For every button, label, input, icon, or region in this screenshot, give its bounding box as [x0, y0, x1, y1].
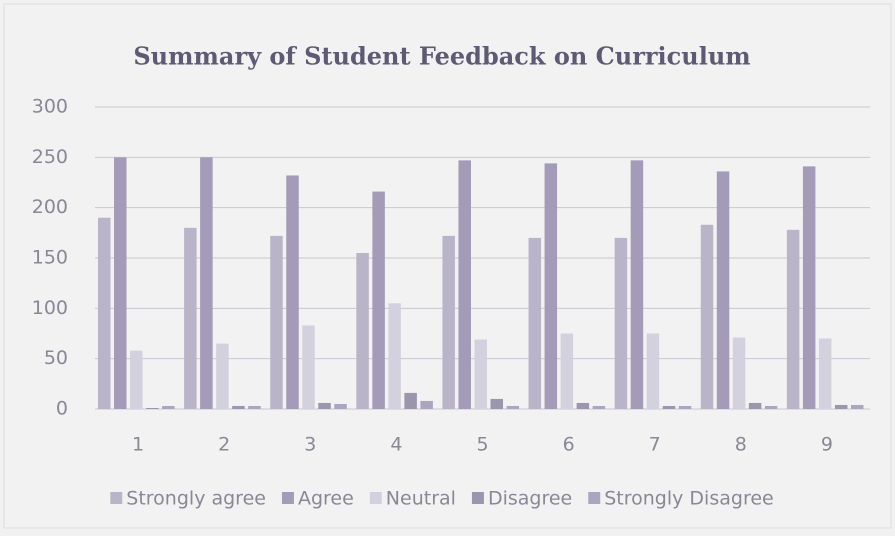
bar — [420, 400, 433, 409]
bar — [576, 402, 590, 409]
legend-label: Strongly Disagree — [604, 488, 773, 510]
bar — [732, 337, 746, 409]
bar — [388, 303, 401, 409]
bar — [802, 166, 816, 409]
bar — [334, 403, 347, 409]
bar — [592, 405, 606, 409]
legend-label: Strongly agree — [126, 488, 266, 510]
bar — [200, 157, 213, 409]
x-tick-label: 2 — [218, 434, 230, 456]
bar — [162, 405, 175, 409]
legend-swatch — [281, 492, 294, 504]
y-tick-label: 300 — [32, 96, 68, 118]
bar — [748, 402, 762, 409]
bar — [700, 224, 714, 409]
x-tick-label: 7 — [649, 434, 661, 456]
bar — [248, 405, 261, 409]
bar — [818, 338, 832, 409]
bar — [630, 160, 644, 409]
bar — [614, 237, 628, 409]
bar — [442, 235, 455, 409]
bar — [146, 407, 159, 409]
bar — [216, 343, 229, 409]
bar — [184, 227, 197, 409]
y-tick-label: 100 — [32, 297, 68, 319]
bar — [662, 405, 676, 409]
bar — [544, 163, 558, 409]
legend-label: Neutral — [386, 488, 456, 510]
bar — [114, 157, 127, 409]
legend-swatch — [369, 492, 382, 504]
legend-label: Disagree — [488, 488, 572, 510]
bar — [786, 229, 800, 409]
bar — [302, 325, 315, 409]
legend-swatch — [588, 492, 601, 504]
bar — [356, 252, 369, 409]
x-tick-label: 4 — [390, 434, 402, 456]
bar — [716, 171, 730, 409]
legend-swatch — [471, 492, 484, 504]
chart-title: Summary of Student Feedback on Curriculu… — [133, 42, 750, 71]
y-tick-label: 50 — [44, 347, 68, 369]
x-tick-label: 1 — [132, 434, 144, 456]
bar — [372, 191, 385, 409]
legend-label: Agree — [298, 488, 354, 510]
bar — [458, 160, 471, 409]
bar — [560, 333, 574, 409]
bar — [270, 235, 283, 409]
y-tick-label: 0 — [56, 398, 68, 420]
bar — [130, 350, 143, 409]
bar — [528, 237, 542, 409]
bar — [404, 392, 417, 409]
x-tick-label: 6 — [563, 434, 575, 456]
x-tick-label: 9 — [821, 434, 833, 456]
bar — [490, 398, 504, 409]
bar — [232, 405, 245, 409]
bar — [506, 405, 520, 409]
bar — [834, 404, 848, 409]
x-tick-label: 8 — [735, 434, 747, 456]
x-tick-label: 3 — [304, 434, 316, 456]
bar — [850, 404, 864, 409]
bar — [474, 339, 487, 409]
bar — [764, 405, 778, 409]
x-tick-label: 5 — [476, 434, 488, 456]
bar — [286, 175, 299, 409]
y-tick-label: 150 — [32, 247, 68, 269]
bar — [646, 333, 660, 409]
bar — [678, 405, 692, 409]
bar — [98, 217, 111, 409]
y-tick-label: 250 — [32, 146, 68, 168]
legend-swatch — [110, 492, 123, 504]
y-tick-label: 200 — [32, 196, 68, 218]
bar — [318, 402, 331, 409]
